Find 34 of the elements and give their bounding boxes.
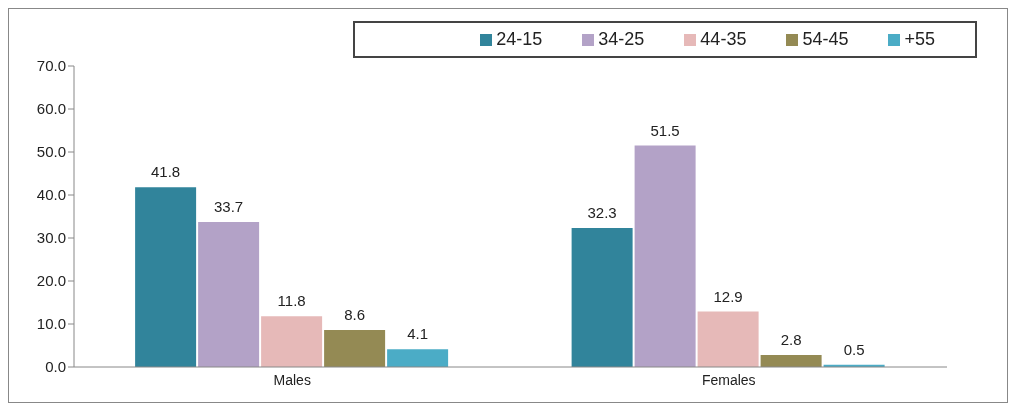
bar: [198, 222, 260, 367]
data-label: 11.8: [277, 292, 306, 310]
legend-label: 44-35: [700, 29, 747, 49]
bar: [697, 311, 759, 367]
y-tick-label: 30.0: [36, 229, 66, 247]
data-label: 32.3: [587, 204, 617, 222]
bar: [324, 330, 386, 367]
data-label: 51.5: [650, 121, 680, 139]
legend-label: 54-45: [802, 29, 849, 49]
bar: [387, 349, 449, 367]
bar: [261, 316, 323, 367]
data-label: 4.1: [407, 325, 429, 343]
y-tick-label: 60.0: [36, 100, 66, 118]
y-tick-label: 40.0: [36, 186, 66, 204]
legend-label: 34-25: [598, 29, 645, 49]
y-tick-label: 70.0: [36, 57, 66, 75]
bar: [634, 145, 696, 367]
data-label: 8.6: [344, 306, 366, 324]
legend-label: +55: [904, 29, 935, 49]
data-label: 2.8: [780, 330, 802, 348]
data-label: 33.7: [214, 198, 244, 216]
bar: [571, 228, 633, 367]
data-label: 41.8: [151, 163, 181, 181]
x-tick-label: Females: [701, 371, 756, 388]
bar: [135, 187, 197, 367]
data-label: 12.9: [713, 287, 743, 305]
y-tick-label: 20.0: [36, 272, 66, 290]
y-tick-label: 10.0: [36, 315, 66, 333]
data-label: 0.5: [843, 340, 865, 358]
legend-label: 24-15: [496, 29, 543, 49]
y-tick-label: 0.0: [45, 358, 66, 376]
bar: [760, 354, 822, 367]
x-tick-label: Males: [273, 371, 311, 388]
y-tick-label: 50.0: [36, 143, 66, 161]
